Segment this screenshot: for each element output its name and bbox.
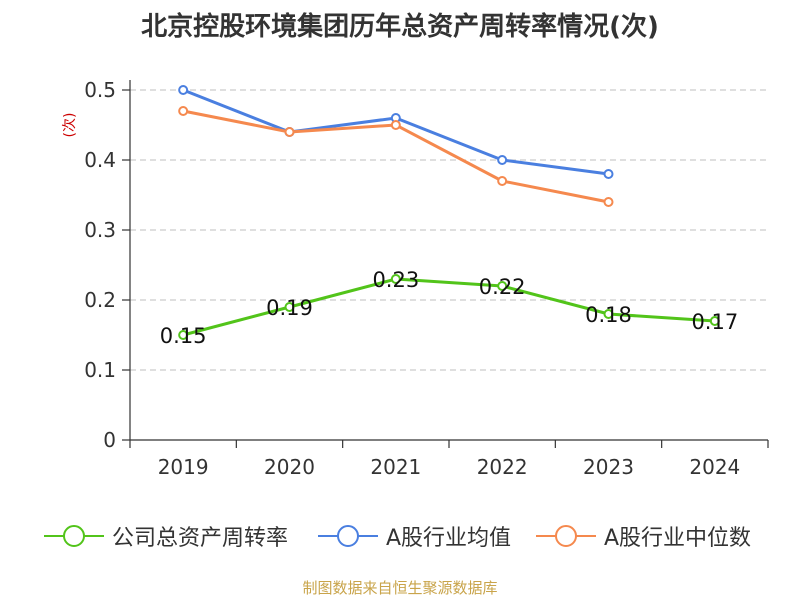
data-label: 0.22 xyxy=(479,275,526,299)
y-tick-label: 0.3 xyxy=(84,218,116,242)
series-point-2 xyxy=(390,120,401,130)
series-point-1 xyxy=(603,169,614,179)
chart-title: 北京控股环境集团历年总资产周转率情况(次) xyxy=(141,12,659,42)
series-line-1 xyxy=(182,88,609,176)
legend-marker-company xyxy=(44,525,104,547)
data-label: 0.19 xyxy=(266,296,313,320)
legend-marker-industry-mean xyxy=(318,525,378,547)
x-tick-label: 2019 xyxy=(158,455,209,479)
x-tick-label: 2021 xyxy=(370,455,421,479)
legend-label-company: 公司总资产周转率 xyxy=(112,526,289,551)
series-point-0 xyxy=(497,281,508,291)
series-point-2 xyxy=(284,127,295,137)
line-chart: 0 0.1 0.2 0.3 0.4 0.5 2019 2020 2021 2022 2023 2024… xyxy=(62,78,769,479)
data-label: 0.17 xyxy=(691,310,738,334)
series-point-2 xyxy=(178,106,189,116)
series-line-0 xyxy=(182,277,715,337)
legend-item-industry-median[interactable]: A股行业中位数 xyxy=(536,516,751,556)
series-point-0 xyxy=(178,330,189,340)
y-tick-label: 0.4 xyxy=(84,148,116,172)
y-tick-label: 0.5 xyxy=(84,78,116,102)
legend-label-industry-median: A股行业中位数 xyxy=(604,526,752,551)
chart-legend: 公司总资产周转率 A股行业均值 A股行业中位数 xyxy=(0,516,800,556)
series-point-2 xyxy=(497,176,508,186)
legend-label-industry-mean: A股行业均值 xyxy=(386,526,512,551)
legend-item-industry-mean[interactable]: A股行业均值 xyxy=(318,516,511,556)
y-tick-label: 0.2 xyxy=(84,288,116,312)
x-tick-label: 2020 xyxy=(264,455,315,479)
data-label: 0.15 xyxy=(160,324,207,348)
x-tick-label: 2024 xyxy=(689,455,740,479)
series-point-0 xyxy=(390,274,401,284)
y-tick-label: 0.1 xyxy=(84,358,116,382)
data-label: 0.23 xyxy=(372,268,419,292)
x-tick-label: 2023 xyxy=(583,455,634,479)
series-point-1 xyxy=(497,155,508,165)
series-point-0 xyxy=(603,309,614,319)
series-point-0 xyxy=(284,302,295,312)
data-label: 0.18 xyxy=(585,303,632,327)
y-axis-label: (次) xyxy=(62,113,78,138)
legend-item-company[interactable]: 公司总资产周转率 xyxy=(44,516,288,556)
x-tick-label: 2022 xyxy=(477,455,528,479)
source-note: 制图数据来自恒生聚源数据库 xyxy=(302,579,498,597)
series-point-1 xyxy=(178,85,189,95)
series-point-2 xyxy=(603,197,614,207)
y-tick-label: 0 xyxy=(103,428,116,452)
series-point-0 xyxy=(709,316,720,326)
legend-marker-industry-median xyxy=(536,525,596,547)
